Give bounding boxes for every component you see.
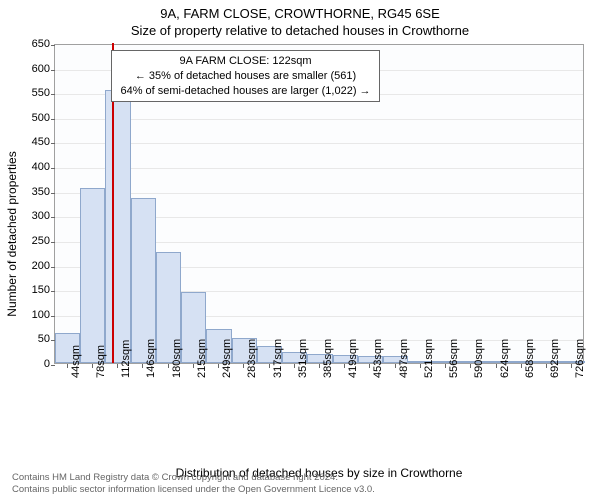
gridline [55,193,583,194]
chart-container: 9A, FARM CLOSE, CROWTHORNE, RG45 6SE Siz… [0,0,600,500]
chart-title: 9A, FARM CLOSE, CROWTHORNE, RG45 6SE [0,0,600,21]
y-tick-mark [51,291,55,292]
y-tick-label: 400 [22,161,50,173]
x-tick-mark [269,364,270,368]
x-tick-mark [92,364,93,368]
y-tick-label: 550 [22,87,50,99]
plot-area: 9A FARM CLOSE: 122sqm← 35% of detached h… [54,44,584,364]
y-tick-label: 100 [22,309,50,321]
y-tick-label: 450 [22,136,50,148]
y-tick-mark [51,94,55,95]
y-tick-label: 50 [22,333,50,345]
y-tick-label: 200 [22,260,50,272]
x-tick-mark [470,364,471,368]
x-tick-mark [496,364,497,368]
gridline [55,143,583,144]
footer-line-1: Contains HM Land Registry data © Crown c… [12,472,375,484]
y-tick-mark [51,242,55,243]
x-tick-mark [117,364,118,368]
y-tick-label: 500 [22,112,50,124]
info-line-1: 9A FARM CLOSE: 122sqm [120,54,370,69]
x-tick-mark [445,364,446,368]
chart-area: Number of detached properties 9A FARM CL… [54,44,584,424]
x-tick-mark [344,364,345,368]
y-tick-mark [51,45,55,46]
gridline [55,168,583,169]
x-tick-mark [218,364,219,368]
x-tick-mark [546,364,547,368]
x-tick-mark [294,364,295,368]
y-tick-mark [51,119,55,120]
y-tick-mark [51,193,55,194]
y-tick-mark [51,143,55,144]
x-tick-mark [571,364,572,368]
y-tick-mark [51,70,55,71]
y-tick-label: 0 [22,358,50,370]
x-tick-mark [142,364,143,368]
y-tick-label: 250 [22,235,50,247]
y-axis-label: Number of detached properties [5,151,19,316]
y-tick-mark [51,365,55,366]
y-tick-mark [51,316,55,317]
y-tick-mark [51,217,55,218]
x-tick-mark [319,364,320,368]
y-tick-label: 150 [22,284,50,296]
x-tick-mark [395,364,396,368]
x-tick-mark [168,364,169,368]
y-tick-label: 350 [22,186,50,198]
gridline [55,119,583,120]
x-tick-mark [193,364,194,368]
x-tick-mark [420,364,421,368]
x-tick-mark [67,364,68,368]
y-tick-mark [51,168,55,169]
footer-attribution: Contains HM Land Registry data © Crown c… [12,472,375,496]
y-tick-mark [51,267,55,268]
y-tick-label: 300 [22,210,50,222]
info-line-2: ← 35% of detached houses are smaller (56… [120,69,370,84]
chart-subtitle: Size of property relative to detached ho… [0,21,600,38]
y-tick-label: 600 [22,63,50,75]
histogram-bar [80,188,105,363]
footer-line-2: Contains public sector information licen… [12,484,375,496]
x-tick-mark [369,364,370,368]
y-tick-label: 650 [22,38,50,50]
property-info-box: 9A FARM CLOSE: 122sqm← 35% of detached h… [111,50,379,103]
x-tick-mark [521,364,522,368]
info-line-3: 64% of semi-detached houses are larger (… [120,84,370,99]
x-tick-mark [243,364,244,368]
histogram-bar [105,90,130,363]
